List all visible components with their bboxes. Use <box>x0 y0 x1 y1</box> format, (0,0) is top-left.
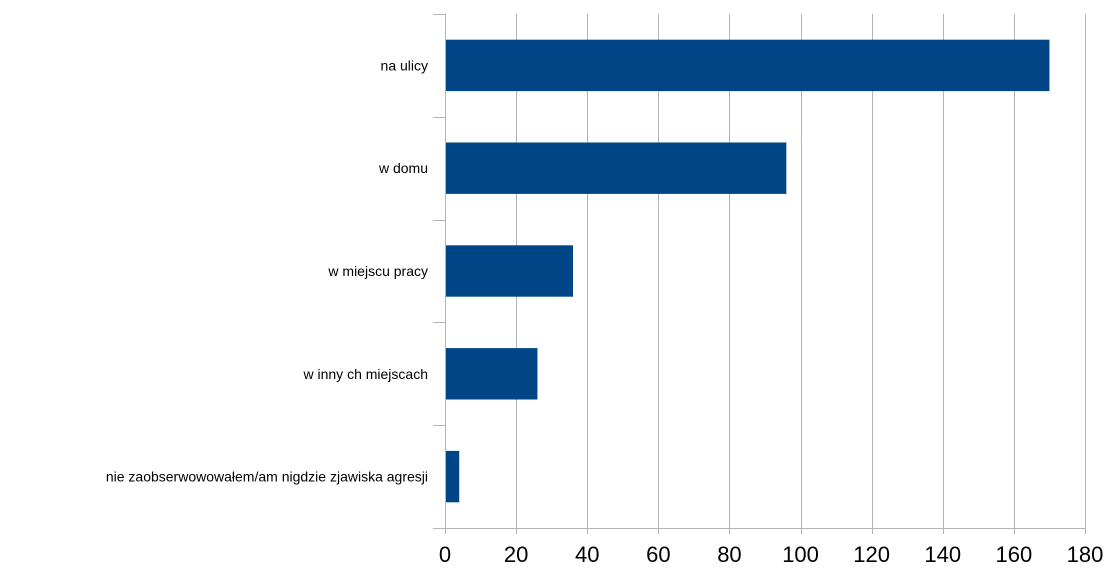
category-label: nie zaobserwowowałem/am nigdzie zjawiska… <box>106 469 428 485</box>
category-label: na ulicy <box>381 57 428 73</box>
category-label: w inny ch miejscach <box>303 366 429 382</box>
bar <box>446 245 573 297</box>
x-tick-label: 160 <box>996 542 1033 567</box>
bar <box>446 348 538 400</box>
x-tick-label: 40 <box>575 542 599 567</box>
grid-layer <box>516 14 1086 528</box>
bar <box>446 39 1050 92</box>
bar <box>446 142 787 194</box>
x-tick-label: 20 <box>504 542 528 567</box>
x-tick-label: 0 <box>439 542 451 567</box>
label-layer: 0 20 40 60 80 100 120 140 160 180 na ulicy w domu w … <box>106 57 1104 567</box>
x-tick-label: 140 <box>924 542 961 567</box>
category-label: w domu <box>378 160 428 176</box>
x-tick-label: 60 <box>646 542 670 567</box>
x-tick-label: 120 <box>853 542 890 567</box>
x-tick-label: 100 <box>782 542 819 567</box>
bar <box>446 450 460 503</box>
x-tick-label: 80 <box>717 542 741 567</box>
category-label: w miejscu pracy <box>327 263 428 279</box>
bar-layer <box>446 39 1050 503</box>
x-tick-label: 180 <box>1067 542 1104 567</box>
axis-layer <box>433 14 1086 534</box>
